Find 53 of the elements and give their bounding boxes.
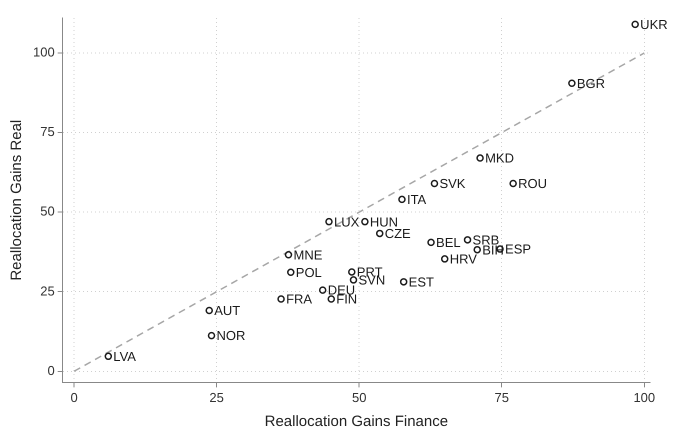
point (427, 238, 435, 246)
data-label: ITA (406, 192, 427, 207)
x-tick-label: 0 (70, 390, 78, 405)
point (473, 246, 481, 254)
x-tick-label: 75 (494, 390, 509, 405)
data-label: UKR (640, 16, 668, 32)
point (208, 332, 216, 340)
point (430, 180, 438, 188)
data-label: LUX (334, 214, 360, 230)
data-label: MNE (293, 247, 323, 262)
data-label: LVA (113, 348, 136, 364)
data-label: EST (408, 274, 434, 290)
point (376, 230, 384, 238)
point (398, 196, 406, 204)
point (361, 218, 369, 226)
y-tick-label: 25 (40, 283, 55, 298)
point (400, 278, 408, 286)
point (350, 276, 358, 284)
point (287, 268, 295, 276)
point (325, 218, 333, 226)
point (348, 268, 356, 276)
x-axis-title: Reallocation Gains Finance (264, 413, 448, 430)
point (476, 154, 484, 162)
y-axis-title: Reallocation Gains Real (8, 120, 26, 281)
data-label: SVK (439, 176, 466, 192)
point (318, 286, 326, 294)
x-tick-label: 25 (209, 390, 224, 405)
data-label: HRV (450, 251, 478, 266)
point (328, 295, 336, 303)
y-tick-label: 0 (47, 362, 55, 378)
y-tick-label: 50 (40, 204, 55, 219)
data-label: FRA (286, 292, 312, 307)
point (205, 306, 213, 314)
point (464, 236, 472, 244)
point (631, 20, 639, 28)
point (277, 295, 285, 303)
data-label: POL (296, 264, 322, 280)
point (284, 251, 292, 259)
point (509, 180, 517, 188)
x-tick-label: 50 (352, 390, 366, 405)
y-tick-label: 75 (40, 124, 55, 140)
point (104, 352, 112, 360)
data-label: BEL (436, 234, 461, 250)
data-label: AUT (214, 303, 240, 318)
data-label: BGR (576, 76, 606, 91)
data-label: NOR (216, 328, 246, 344)
x-tick-label: 100 (633, 390, 656, 405)
data-label: ESP (505, 242, 532, 257)
point (440, 255, 448, 263)
data-label: ROU (518, 176, 548, 192)
y-tick-label: 100 (32, 44, 55, 60)
point (568, 79, 576, 87)
data-label: MKD (485, 150, 514, 166)
